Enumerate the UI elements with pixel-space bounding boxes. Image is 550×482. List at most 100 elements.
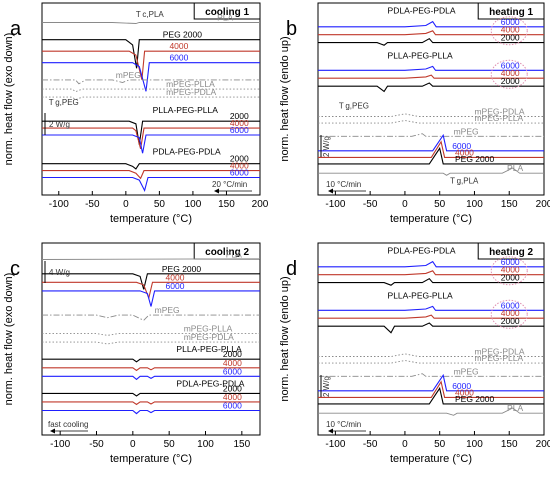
series-label: mPEG-PLLA — [166, 79, 215, 89]
series-line — [318, 270, 544, 276]
series-line — [318, 38, 544, 46]
series-label: 4000 — [223, 392, 242, 402]
series-label: 2000 — [501, 316, 520, 326]
scale-label: 2 W/g — [322, 376, 331, 397]
annotation-label: T g,PEG — [339, 102, 369, 111]
series-label: 2000 — [223, 383, 242, 393]
x-tick-label: 100 — [466, 199, 483, 210]
series-line — [318, 373, 544, 377]
series-label: 6000 — [501, 17, 520, 27]
scale-label: 2 W/g — [322, 136, 331, 157]
series-line — [318, 146, 544, 165]
series-label: PLA — [507, 403, 523, 413]
x-tick-label: 100 — [197, 439, 214, 450]
x-tick-label: -100 — [325, 439, 345, 450]
series-line — [42, 281, 260, 300]
series-line — [318, 82, 544, 93]
series-line — [42, 22, 260, 24]
series-label: mPEG — [116, 70, 141, 80]
panel-letter: a — [10, 18, 22, 40]
plot-frame — [317, 242, 545, 436]
series-line — [41, 258, 261, 260]
series-line — [42, 401, 260, 406]
series-line — [42, 176, 260, 193]
series-line — [318, 167, 544, 176]
plot-frame — [41, 242, 261, 436]
scale-label: 2 W/g — [49, 120, 70, 129]
rate-label: 10 °C/min — [326, 420, 361, 429]
x-tick-label: -50 — [363, 199, 378, 210]
series-line — [318, 133, 544, 152]
series-label: 6000 — [230, 168, 249, 178]
x-tick-label: 150 — [501, 199, 518, 210]
series-line — [42, 409, 260, 415]
series-line — [42, 163, 260, 170]
series-line — [42, 392, 260, 397]
series-line — [42, 273, 260, 290]
series-line — [42, 333, 260, 336]
series-line — [318, 74, 544, 79]
series-label: mPEG-PLLA — [184, 324, 233, 334]
x-tick-label: 50 — [164, 439, 176, 450]
y-axis-title: norm. heat flow (exo down) — [3, 273, 15, 406]
annotation-label: T g,PEG — [49, 98, 79, 107]
highlight-ellipse — [490, 256, 528, 286]
x-tick-label: 150 — [501, 439, 518, 450]
x-axis-title: temperature (°C) — [390, 453, 472, 465]
series-label: 4000 — [230, 161, 249, 171]
series-line — [42, 290, 260, 307]
panel-title-box — [477, 242, 545, 260]
rate-arrowhead — [50, 428, 55, 434]
group-label: PLLA-PEG-PLLA — [388, 290, 454, 300]
series-label: 2000 — [223, 349, 242, 359]
rate-label: 10 °C/min — [326, 180, 361, 189]
group-label: PDLA-PEG-PDLA — [153, 147, 221, 157]
x-tick-label: 150 — [218, 199, 235, 210]
group-label: PLLA-PEG-PLLA — [153, 105, 219, 115]
series-label: 2000 — [501, 273, 520, 283]
series-line — [318, 314, 544, 319]
series-line — [42, 50, 260, 80]
series-label: 4000 — [166, 272, 185, 282]
series-label: 6000 — [501, 60, 520, 70]
series-line — [318, 305, 544, 311]
series-label: 2000 — [230, 111, 249, 121]
series-line — [42, 79, 260, 85]
panel-a: -100 -50 0 50 100 150 200 temperature (°C) norm.… — [3, 2, 269, 225]
series-label: PEG 2000 — [455, 154, 494, 164]
x-tick-label: 50 — [434, 199, 446, 210]
panel-title: cooling 2 — [205, 247, 249, 258]
series-label: PLA — [507, 163, 523, 173]
x-tick-label: 0 — [402, 439, 408, 450]
x-tick-label: 0 — [402, 199, 408, 210]
series-line — [318, 278, 544, 286]
plot-frame — [41, 2, 261, 196]
series-label: 6000 — [452, 381, 471, 391]
x-axis-title: temperature (°C) — [390, 213, 472, 225]
series-line — [318, 260, 544, 268]
panel-title-box — [193, 2, 261, 20]
series-line — [318, 380, 544, 398]
series-label: mPEG-PLLA — [474, 353, 523, 363]
series-label: mPEG-PLLA — [474, 113, 523, 123]
group-label: PLLA-PEG-PLLA — [388, 50, 454, 60]
plot-frame — [317, 2, 545, 196]
series-line — [318, 65, 544, 71]
group-label: PDLA-PEG-PDLA — [176, 378, 244, 388]
series-line — [318, 386, 544, 405]
group-label: PDLA-PEG-PDLA — [388, 246, 456, 256]
group-label: PLLA-PEG-PLLA — [176, 344, 242, 354]
x-tick-label: -100 — [325, 199, 345, 210]
x-tick-label: -50 — [363, 439, 378, 450]
panel-title: heating 1 — [489, 7, 533, 18]
x-tick-label: 100 — [466, 439, 483, 450]
x-tick-label: 200 — [252, 199, 269, 210]
series-label: 6000 — [169, 53, 188, 63]
series-label: 6000 — [501, 257, 520, 267]
x-tick-label: 50 — [434, 439, 446, 450]
series-line — [318, 140, 544, 158]
x-tick-label: 100 — [185, 199, 202, 210]
rate-arrowhead — [328, 428, 333, 434]
series-label: mPEG — [155, 305, 180, 315]
